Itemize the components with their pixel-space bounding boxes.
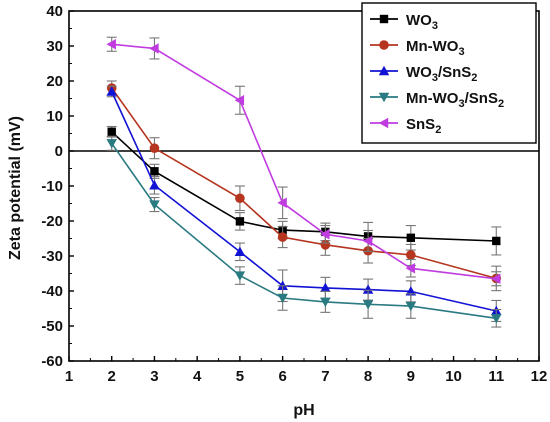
data-point [405, 286, 417, 296]
series-line [111, 131, 497, 242]
legend-marker [378, 65, 390, 76]
legend-entry: WO3 [370, 12, 438, 32]
data-point [106, 139, 117, 149]
legend-label: Mn-WO3/SnS2 [406, 90, 504, 110]
data-point [492, 236, 501, 246]
x-tick-label: 9 [407, 368, 415, 385]
legend-entry: SnS2 [370, 116, 441, 136]
y-tick-label: -20 [41, 213, 63, 230]
x-tick-label: 11 [488, 368, 504, 385]
data-point [320, 282, 331, 293]
legend: WO3 Mn-WO3 WO3/SnS2 Mn-WO3/SnS2 SnS2 [361, 2, 537, 144]
data-point [406, 250, 416, 260]
y-tick-label: 20 [46, 73, 63, 90]
x-axis-label: pH [293, 402, 314, 419]
data-point [106, 39, 116, 50]
series-line [111, 142, 497, 320]
data-point [277, 197, 287, 209]
data-point [320, 229, 330, 240]
x-tick-label: 6 [278, 368, 286, 385]
x-tick-label: 4 [193, 368, 202, 385]
data-point [406, 233, 416, 242]
y-tick-label: -30 [41, 248, 63, 265]
y-tick-label: 40 [46, 3, 63, 20]
data-point [149, 200, 160, 210]
y-tick-label: -60 [41, 353, 63, 370]
legend-marker [379, 40, 389, 50]
x-tick-label: 8 [364, 368, 372, 385]
series-wo3-sns2 [106, 85, 502, 323]
legend-marker [378, 92, 390, 103]
x-tick-label: 3 [150, 368, 158, 385]
y-tick-label: -50 [41, 318, 63, 335]
data-point [235, 217, 245, 226]
data-point [235, 193, 245, 204]
legend-entry: WO3/SnS2 [370, 64, 477, 84]
data-point [405, 263, 416, 274]
x-tick-label: 12 [531, 368, 548, 385]
legend-marker [379, 14, 389, 24]
x-tick-label: 5 [236, 368, 244, 385]
data-point [491, 314, 502, 324]
data-point [234, 271, 246, 281]
x-tick-label: 10 [445, 368, 462, 385]
data-point [491, 273, 501, 284]
data-point [149, 143, 160, 153]
data-point [362, 300, 374, 310]
data-point [405, 301, 417, 312]
series-line [110, 91, 497, 312]
legend-label: Mn-WO3 [406, 38, 465, 58]
y-tick-label: -10 [41, 178, 63, 195]
x-tick-label: 7 [321, 368, 329, 385]
legend-label: WO3 [406, 12, 438, 32]
x-tick-label: 2 [108, 368, 116, 385]
data-point [234, 246, 246, 256]
legend-entry: Mn-WO3/SnS2 [370, 90, 504, 110]
legend-box [361, 2, 537, 144]
data-point [150, 167, 159, 176]
data-point [106, 86, 117, 96]
y-tick-label: 0 [55, 143, 63, 160]
data-point [277, 293, 288, 304]
data-point [362, 284, 374, 294]
series-wo3 [106, 125, 502, 256]
data-point [362, 235, 373, 247]
y-tick-label: -40 [41, 283, 63, 300]
data-point [320, 297, 331, 308]
plot-area: 1 2 3 4 5 6 7 8 9 10 11 12-60-50-40-30-20-100102030… [41, 3, 547, 385]
legend-entry: Mn-WO3 [370, 38, 465, 58]
data-point [149, 180, 160, 190]
y-axis-label: Zeta potential (mV) [7, 116, 24, 260]
legend-marker [378, 117, 389, 129]
series-sns2 [106, 36, 502, 287]
data-point [320, 240, 331, 250]
y-tick-label: 10 [46, 108, 63, 125]
y-tick-label: 30 [46, 38, 63, 55]
legend-label: WO3/SnS2 [406, 64, 477, 84]
x-tick-label: 1 [65, 368, 73, 385]
data-point [234, 95, 245, 106]
data-point [149, 43, 159, 54]
series-line [111, 87, 497, 280]
legend-label: SnS2 [406, 116, 441, 136]
data-point [107, 127, 116, 136]
data-point [277, 232, 288, 242]
series-mn-wo3-sns2 [106, 135, 502, 328]
series-line [111, 43, 497, 280]
